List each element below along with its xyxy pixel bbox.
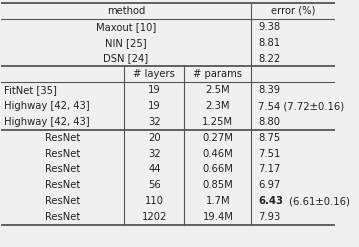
Text: # layers: # layers	[134, 69, 175, 79]
Text: ResNet: ResNet	[45, 149, 80, 159]
Text: 0.46M: 0.46M	[202, 149, 233, 159]
Text: ResNet: ResNet	[45, 165, 80, 174]
Text: 56: 56	[148, 180, 161, 190]
Text: 9.38: 9.38	[258, 22, 280, 32]
Text: NIN [25]: NIN [25]	[105, 38, 147, 48]
Text: 110: 110	[145, 196, 164, 206]
Text: 0.66M: 0.66M	[202, 165, 233, 174]
Text: 7.93: 7.93	[258, 212, 280, 222]
Text: 20: 20	[148, 133, 161, 143]
Text: ResNet: ResNet	[45, 180, 80, 190]
Text: FitNet [35]: FitNet [35]	[4, 85, 57, 95]
Text: DSN [24]: DSN [24]	[103, 54, 149, 63]
Text: 8.80: 8.80	[258, 117, 280, 127]
Text: 32: 32	[148, 117, 161, 127]
Text: 7.17: 7.17	[258, 165, 280, 174]
Text: 6.43: 6.43	[258, 196, 283, 206]
Text: 6.97: 6.97	[258, 180, 280, 190]
Text: ResNet: ResNet	[45, 212, 80, 222]
Text: 44: 44	[148, 165, 160, 174]
Text: # params: # params	[194, 69, 242, 79]
Text: 8.81: 8.81	[258, 38, 280, 48]
Text: 19: 19	[148, 101, 161, 111]
Text: 8.39: 8.39	[258, 85, 280, 95]
Text: 0.27M: 0.27M	[202, 133, 233, 143]
Text: 1.25M: 1.25M	[202, 117, 233, 127]
Text: 19: 19	[148, 85, 161, 95]
Text: 2.5M: 2.5M	[206, 85, 230, 95]
Text: ResNet: ResNet	[45, 196, 80, 206]
Text: Highway [42, 43]: Highway [42, 43]	[4, 117, 90, 127]
Text: 2.3M: 2.3M	[206, 101, 230, 111]
Text: 19.4M: 19.4M	[202, 212, 233, 222]
Text: ResNet: ResNet	[45, 133, 80, 143]
Text: (6.61±0.16): (6.61±0.16)	[286, 196, 350, 206]
Text: error (%): error (%)	[271, 6, 315, 16]
Text: 1202: 1202	[142, 212, 167, 222]
Text: 7.54 (7.72±0.16): 7.54 (7.72±0.16)	[258, 101, 344, 111]
Text: 8.22: 8.22	[258, 54, 280, 63]
Text: 8.75: 8.75	[258, 133, 280, 143]
Text: 1.7M: 1.7M	[206, 196, 230, 206]
Text: Maxout [10]: Maxout [10]	[96, 22, 156, 32]
Text: 32: 32	[148, 149, 161, 159]
Text: 0.85M: 0.85M	[202, 180, 233, 190]
Text: method: method	[107, 6, 145, 16]
Text: 7.51: 7.51	[258, 149, 280, 159]
Text: Highway [42, 43]: Highway [42, 43]	[4, 101, 90, 111]
